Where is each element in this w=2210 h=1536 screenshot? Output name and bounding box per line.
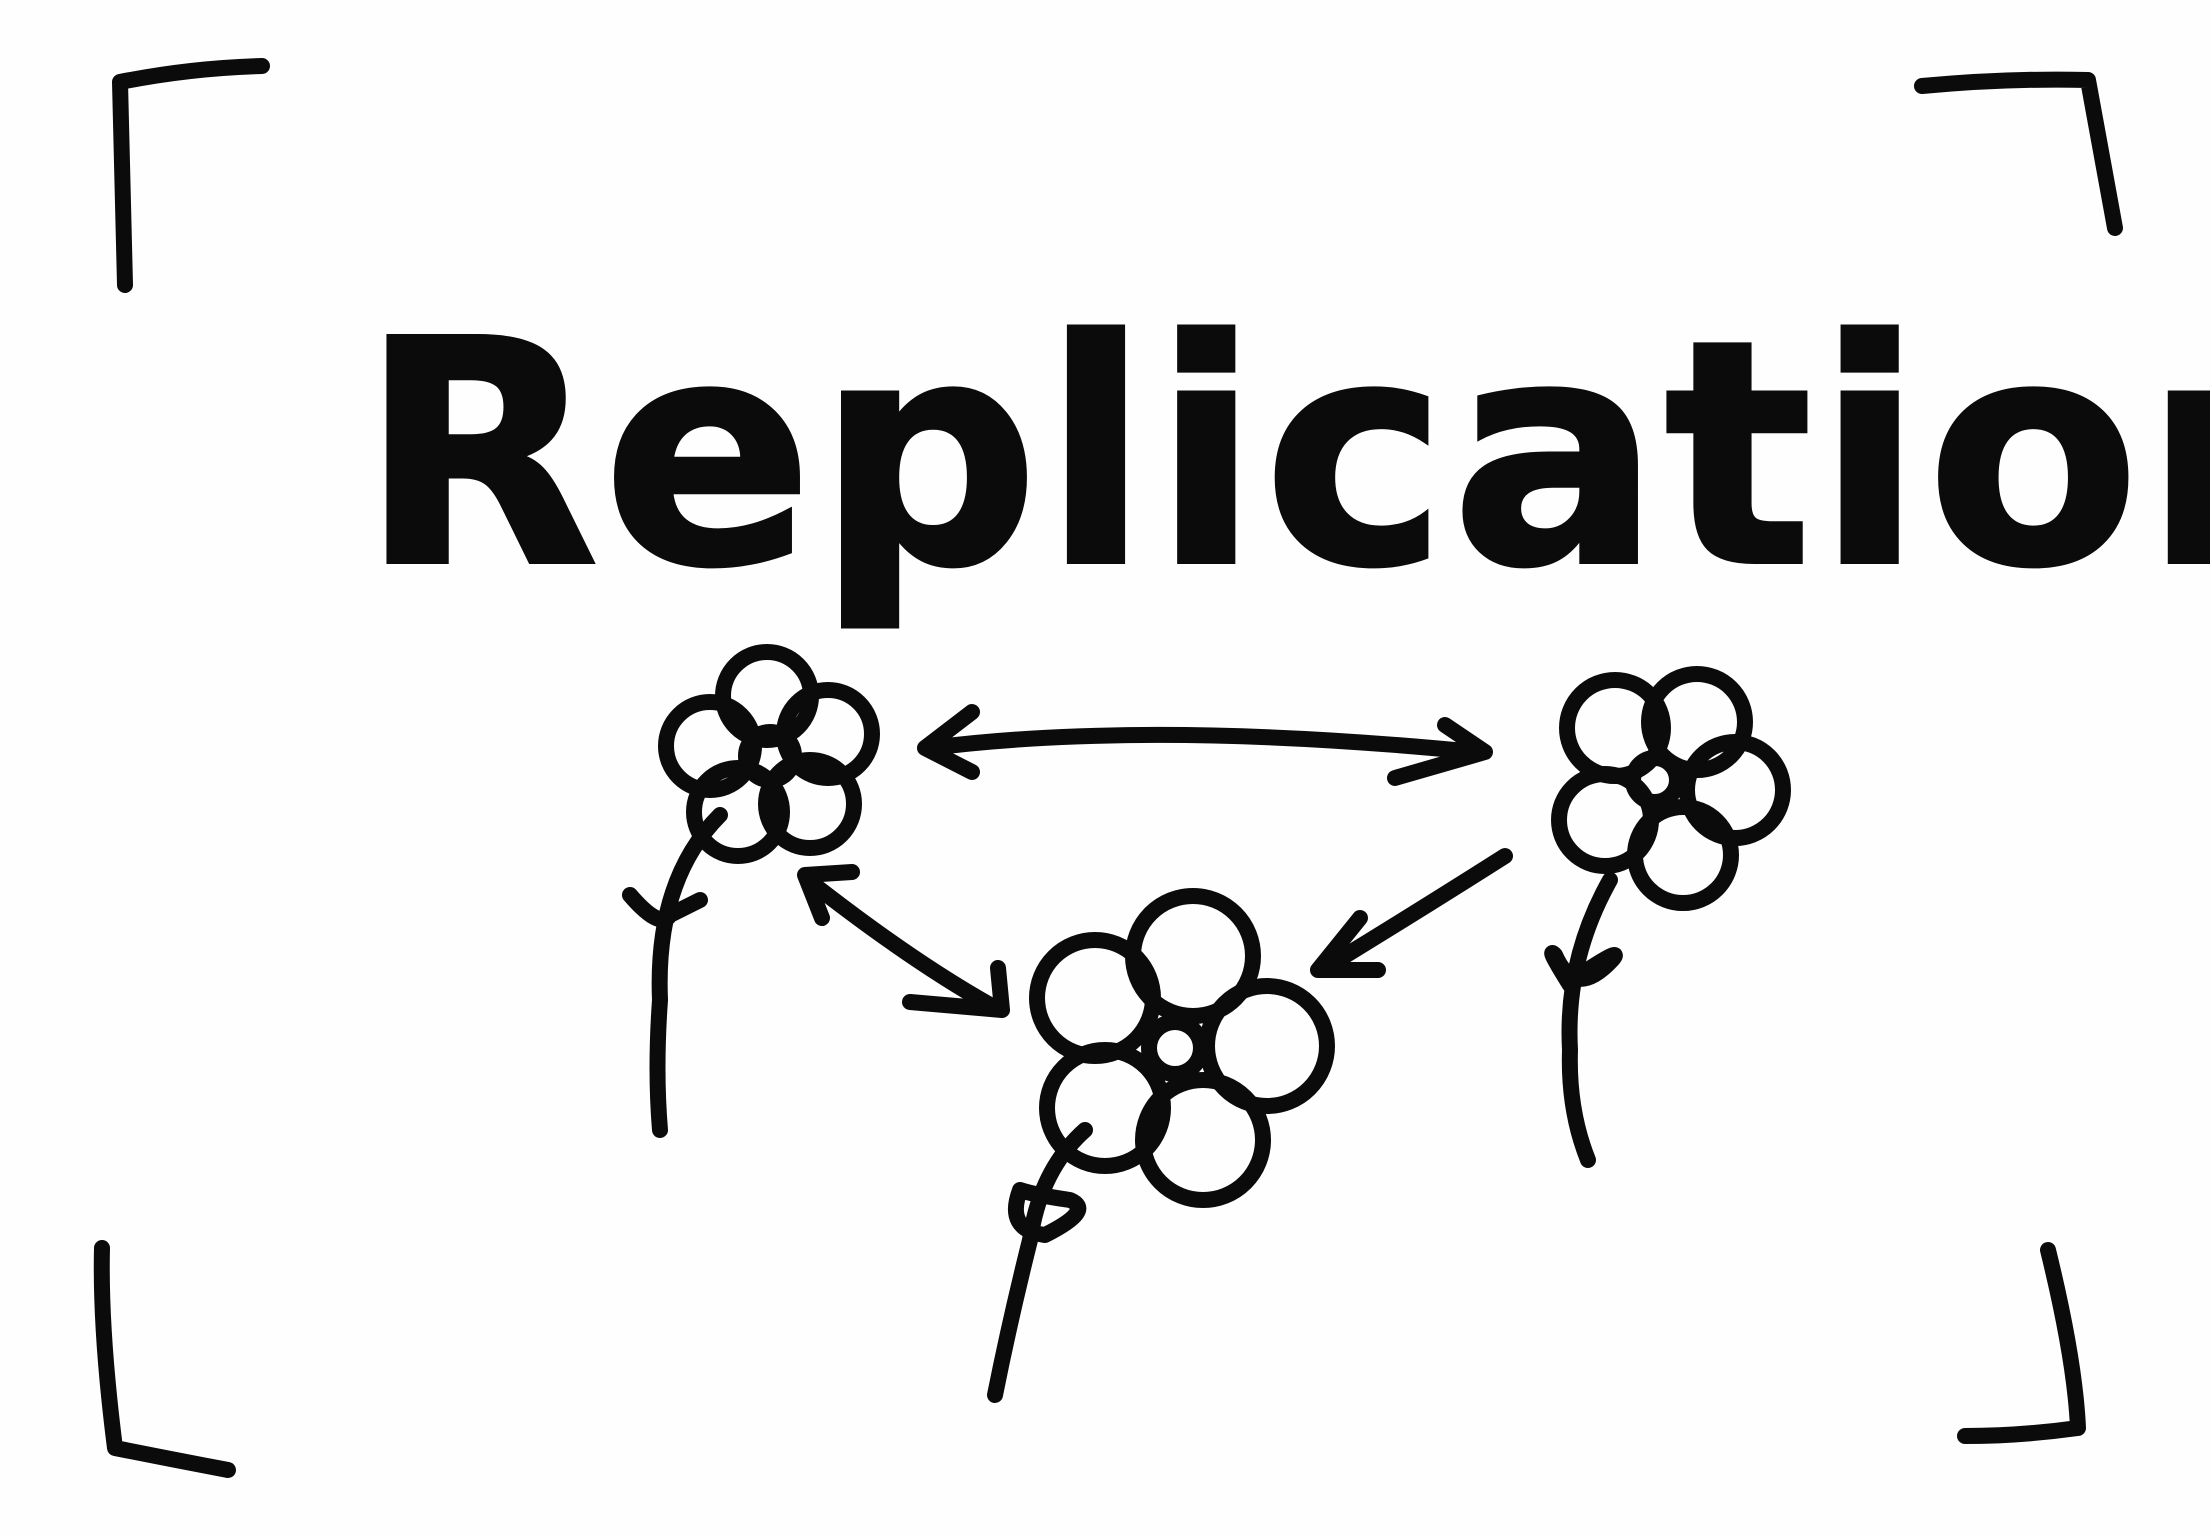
flower-icon [658,644,880,864]
arrowhead-right [1387,717,1493,786]
corner-bracket-top-right [1914,71,2123,236]
flower-icon [1029,888,1335,1208]
flower-stem [987,1122,1093,1403]
flower-top-left [622,644,880,1138]
arrowhead-single [1310,910,1386,978]
flower-icon [1551,666,1791,911]
arrow-top-left-to-top-right [922,726,1483,760]
flower-leaf [622,887,708,928]
corner-bracket-top-left [112,58,270,293]
diagram-title: Replication [360,275,2210,636]
flower-stem [649,807,728,1138]
arrow-top-right-to-bottom-center [1322,848,1513,973]
flower-bottom-center [987,888,1335,1403]
arrowhead-lower [902,960,1010,1018]
replication-arrows [797,704,1513,1018]
flower-stem [1561,872,1618,1168]
frame-brackets [93,58,2123,1478]
flower-leaf [1008,1182,1087,1243]
flower-top-right [1544,666,1791,1168]
arrow-top-left-to-bottom-center [800,872,998,1013]
arrowhead-upper [797,864,860,926]
corner-bracket-bottom-left [93,1240,236,1478]
corner-bracket-bottom-right [1957,1242,2086,1444]
arrowhead-left [917,704,980,780]
flower-leaf [1544,945,1623,993]
